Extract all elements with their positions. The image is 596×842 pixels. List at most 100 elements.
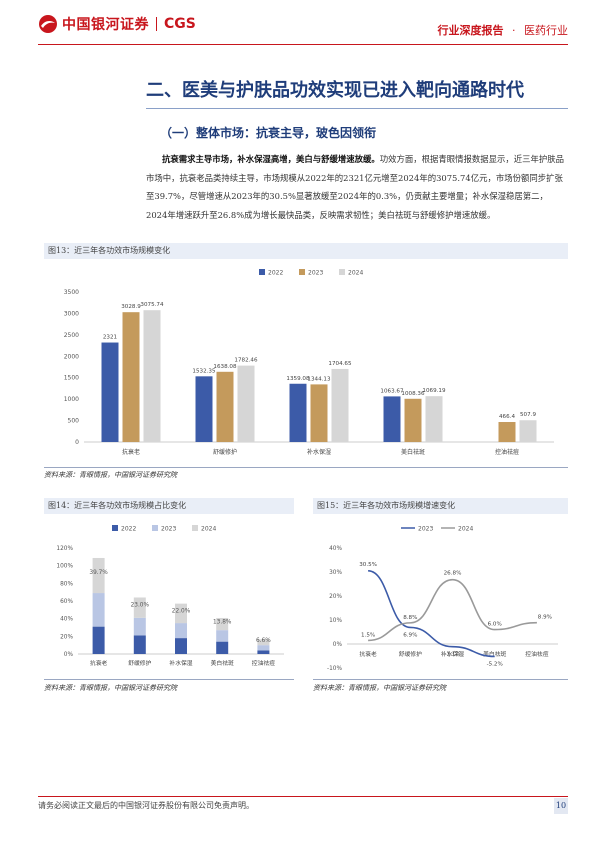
share-label: 39.7% [89,570,108,576]
x-tick-label: 舒缓修护 [128,659,151,667]
y-tick-label: 20% [329,594,342,600]
share-label: 13.8% [213,619,232,625]
line-value-label: 30.5% [359,562,377,568]
fig13-source-rule [44,467,568,468]
stack-segment-2022 [133,635,146,654]
bar-value-label: 3075.74 [140,302,164,308]
y-tick-label: 80% [60,581,73,587]
y-tick-label: 3000 [64,310,79,317]
y-tick-label: 120% [56,546,73,552]
y-tick-label: 20% [60,634,73,640]
stack-segment-2024 [92,557,105,594]
x-tick-label: 美白祛斑 [211,659,234,667]
y-tick-label: 3500 [64,289,79,296]
fig15-chart: 2023 2024 -10% 0% 10% 20% 30% 40% 抗衰老 舒缓修护 补水保湿 美白祛… [327,526,558,672]
x-tick-label: 美白祛斑 [483,650,506,658]
y-tick-label: 0 [75,439,79,446]
bar-value-label: 507.9 [520,412,536,418]
legend-swatch-2022 [112,525,118,531]
header-dot: · [512,24,516,37]
series-line-2023 [367,570,495,658]
bar-value-label: 1063.67 [380,388,404,394]
legend-swatch-2024 [339,269,345,275]
logo-text-cn: 中国银河证券 [62,17,149,33]
stack-segment-2022 [257,650,270,654]
line-value-label: -1.1% [444,652,460,658]
line-value-label: 26.8% [444,571,462,577]
x-tick-label: 抗衰老 [122,448,140,456]
share-label: 22.0% [172,608,191,614]
x-tick-label: 舒缓修护 [213,448,237,456]
stack-segment-2022 [175,638,187,654]
bar-value-label: 466.4 [499,414,515,420]
line-value-label: -5.2% [487,661,503,667]
bar-value-label: 1344.13 [307,376,331,382]
y-tick-label: 2000 [64,353,79,360]
stack-segment-2023 [92,593,105,627]
bar-value-label: 1359.08 [286,376,310,382]
legend-label-2024: 2024 [458,526,473,533]
x-tick-label: 控油祛痘 [495,448,519,456]
bar-2022 [383,396,401,442]
line-value-label: 1.5% [361,632,375,638]
x-tick-label: 补水保湿 [169,659,192,667]
line-value-label: 6.0% [488,622,502,628]
galaxy-logo-icon [39,15,57,33]
stack-segment-2023 [257,645,270,651]
x-tick-label: 抗衰老 [359,650,377,658]
paragraph-body: 功效方面，根据青眼情报数据显示，近三年护肤品市场中，抗衰老品类持续主导，市场规模… [146,154,564,220]
x-tick-label: 控油祛痘 [525,650,548,658]
y-tick-label: 10% [329,618,342,624]
subsection-title: （一）整体市场：抗衰主导，玻色因领衔 [160,126,377,140]
footer-rule [38,796,568,797]
bar-2023 [122,312,140,442]
logo-divider [156,17,157,31]
legend-label-2023: 2023 [161,526,176,533]
y-tick-label: -10% [327,666,342,672]
line-value-label: 8.8% [403,615,417,621]
bar-2024 [331,368,349,442]
fig15-source: 资料来源：青眼情报，中国银河证券研究院 [313,684,446,692]
fig14-source-rule [44,679,294,680]
y-tick-label: 0% [333,642,343,648]
industry-label: 医药行业 [524,24,568,37]
y-tick-label: 2500 [64,332,79,339]
legend-swatch-2024 [192,525,198,531]
y-tick-label: 60% [60,599,73,605]
legend-swatch-2023 [152,525,158,531]
fig15-source-rule [313,679,568,680]
bar-value-label: 1532.35 [192,368,216,374]
header-rule [38,44,568,45]
x-tick-label: 补水保湿 [441,650,464,658]
bar-2022 [101,342,119,442]
bar-2022 [289,383,307,442]
share-label: 23.0% [131,603,150,609]
y-tick-label: 30% [329,570,342,576]
bar-2024 [237,365,255,442]
report-type: 行业深度报告 [437,24,504,37]
legend-label-2024: 2024 [201,526,216,533]
bar-2023 [216,371,234,442]
page-number: 10 [554,798,568,814]
legend-label-2022: 2022 [268,270,283,277]
legend-label-2022: 2022 [121,526,136,533]
bar-value-label: 1782.46 [234,358,258,364]
bar-2024 [519,420,537,442]
x-tick-label: 舒缓修护 [399,650,422,658]
y-tick-label: 1500 [64,375,79,382]
fig14-caption: 图14：近三年各功效市场规模占比变化 [44,498,294,514]
legend-label-2023: 2023 [308,270,323,277]
y-tick-label: 0% [64,652,74,658]
bar-2023 [310,384,328,442]
share-label: 6.6% [256,638,271,644]
fig14-chart: 2022 2023 2024 0% 20% 40% 60% 80% 100% 120% 抗衰老 39.… [56,525,284,667]
y-tick-label: 500 [68,418,80,425]
logo: 中国银河证券 CGS [38,14,196,34]
fig14-source: 资料来源：青眼情报，中国银河证券研究院 [44,684,177,692]
y-tick-label: 100% [56,564,73,570]
bar-2024 [425,396,443,442]
fig13-chart: 2022 2023 2024 0 500 1000 1500 2000 2500 3000 3500… [64,269,554,456]
stack-segment-2023 [175,623,187,639]
bar-value-label: 1069.19 [422,388,446,394]
section-title: 二、医美与护肤品功效实现已进入靶向通路时代 [146,80,524,101]
